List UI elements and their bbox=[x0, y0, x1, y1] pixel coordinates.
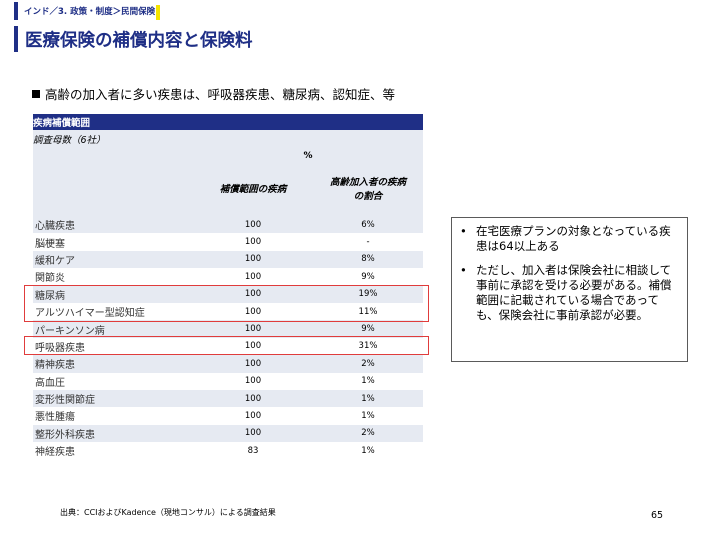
coverage-table: 疾病補償範囲 調査母数（6社） % 補償範囲の疾病 高齢加入者の疾病 の割合 心… bbox=[33, 114, 424, 460]
highlight-box-respiratory bbox=[24, 336, 429, 355]
table-row: 神経疾患 83 1% bbox=[33, 442, 424, 460]
coverage-value: 100 bbox=[193, 250, 313, 269]
highlight-box-diabetes-alzheimers bbox=[24, 285, 429, 322]
table-unit-row: % bbox=[33, 148, 424, 164]
table-row: 緩和ケア 100 8% bbox=[33, 250, 424, 269]
coverage-value: 100 bbox=[193, 285, 313, 303]
table-row: 呼吸器疾患 100 31% bbox=[33, 337, 424, 356]
breadcrumb-highlight-marker bbox=[156, 5, 161, 20]
elderly-share-value: 1% bbox=[313, 407, 424, 425]
elderly-share-value: 8% bbox=[313, 250, 424, 269]
elderly-share-value: 6% bbox=[313, 216, 424, 234]
elderly-share-value: 2% bbox=[313, 424, 424, 443]
disease-name: 高血圧 bbox=[33, 372, 193, 390]
elderly-share-value: 11% bbox=[313, 302, 424, 321]
table-row: 糖尿病 100 19% bbox=[33, 285, 424, 303]
notes-box: • 在宅医療プランの対象となっている疾患は64以上ある • ただし、加入者は保険… bbox=[451, 217, 688, 362]
table-row: アルツハイマー型認知症 100 11% bbox=[33, 302, 424, 321]
disease-name: 神経疾患 bbox=[33, 442, 193, 460]
breadcrumb-accent-bar bbox=[14, 2, 18, 20]
table-row: 精神疾患 100 2% bbox=[33, 355, 424, 373]
column-header-elderly-share: 高齢加入者の疾病 の割合 bbox=[313, 164, 424, 216]
note-bullet: • bbox=[460, 224, 467, 238]
page-title: 医療保険の補償内容と保険料 bbox=[25, 30, 253, 51]
disease-name: 緩和ケア bbox=[33, 250, 193, 269]
elderly-share-value: - bbox=[313, 233, 424, 251]
note-item: • ただし、加入者は保険会社に相談して事前に承認を受ける必要がある。補償範囲に記… bbox=[460, 263, 677, 323]
table-sample-label: 調査母数（6社） bbox=[33, 130, 424, 148]
table-title: 疾病補償範囲 bbox=[33, 114, 424, 130]
source-citation: 出典：CCIおよびKadence（現地コンサル）による調査結果 bbox=[60, 508, 276, 517]
disease-name: 呼吸器疾患 bbox=[33, 337, 193, 356]
column-header-coverage: 補償範囲の疾病 bbox=[193, 164, 313, 216]
breadcrumb: インド／3. 政策・制度＞民間保険 bbox=[24, 5, 161, 20]
table-row: 関節炎 100 9% bbox=[33, 268, 424, 286]
coverage-value: 100 bbox=[193, 233, 313, 251]
table-unit-label: % bbox=[193, 148, 424, 164]
elderly-share-value: 1% bbox=[313, 372, 424, 390]
breadcrumb-bar: インド／3. 政策・制度＞民間保険 bbox=[14, 2, 161, 20]
coverage-value: 100 bbox=[193, 372, 313, 390]
note-text: ただし、加入者は保険会社に相談して事前に承認を受ける必要がある。補償範囲に記載さ… bbox=[476, 263, 672, 322]
disease-name: アルツハイマー型認知症 bbox=[33, 302, 193, 321]
table-column-header-row: 補償範囲の疾病 高齢加入者の疾病 の割合 bbox=[33, 164, 424, 216]
title-accent-bar bbox=[14, 26, 18, 52]
disease-name: 精神疾患 bbox=[33, 355, 193, 373]
disease-name: 糖尿病 bbox=[33, 285, 193, 303]
coverage-value: 100 bbox=[193, 302, 313, 321]
coverage-value: 100 bbox=[193, 320, 313, 338]
table-sample-row: 調査母数（6社） bbox=[33, 130, 424, 148]
disease-name: 悪性腫瘍 bbox=[33, 407, 193, 425]
note-bullet: • bbox=[460, 263, 467, 277]
table-row: 脳梗塞 100- bbox=[33, 233, 424, 251]
elderly-share-value: 1% bbox=[313, 389, 424, 408]
disease-name: 関節炎 bbox=[33, 268, 193, 286]
elderly-share-value: 31% bbox=[313, 337, 424, 356]
page-number: 65 bbox=[651, 510, 664, 521]
table-body: 心臓疾患 100 6% 脳梗塞 100- 緩和ケア 100 8% 関節炎 100 9% 糖尿病 100 1… bbox=[33, 216, 424, 460]
elderly-share-value: 2% bbox=[313, 355, 424, 373]
breadcrumb-text: インド／3. 政策・制度＞民間保険 bbox=[24, 7, 156, 17]
column-header-elderly-share-line2: の割合 bbox=[353, 191, 383, 202]
subheading: 高齢の加入者に多い疾患は、呼吸器疾患、糖尿病、認知症、等 bbox=[32, 84, 395, 103]
coverage-value: 83 bbox=[193, 442, 313, 460]
column-header-elderly-share-line1: 高齢加入者の疾病 bbox=[330, 177, 407, 188]
coverage-value: 100 bbox=[193, 424, 313, 443]
disease-name: 変形性関節症 bbox=[33, 389, 193, 408]
coverage-value: 100 bbox=[193, 216, 313, 234]
title-bar: 医療保険の補償内容と保険料 bbox=[14, 26, 253, 52]
disease-name: 心臓疾患 bbox=[33, 216, 193, 234]
elderly-share-value: 1% bbox=[313, 442, 424, 460]
table-row: 高血圧 100 1% bbox=[33, 372, 424, 390]
square-bullet-icon bbox=[32, 89, 40, 98]
table-row: 整形外科疾患 100 2% bbox=[33, 424, 424, 443]
note-item: • 在宅医療プランの対象となっている疾患は64以上ある bbox=[460, 224, 677, 254]
coverage-value: 100 bbox=[193, 355, 313, 373]
coverage-value: 100 bbox=[193, 337, 313, 356]
elderly-share-value: 9% bbox=[313, 268, 424, 286]
disease-name: パーキンソン病 bbox=[33, 320, 193, 338]
table-header-row: 疾病補償範囲 bbox=[33, 114, 424, 130]
coverage-value: 100 bbox=[193, 407, 313, 425]
note-text: 在宅医療プランの対象となっている疾患は64以上ある bbox=[476, 224, 671, 253]
coverage-value: 100 bbox=[193, 389, 313, 408]
table-row: パーキンソン病 100 9% bbox=[33, 320, 424, 338]
coverage-value: 100 bbox=[193, 268, 313, 286]
table-row: 心臓疾患 100 6% bbox=[33, 216, 424, 234]
subheading-text: 高齢の加入者に多い疾患は、呼吸器疾患、糖尿病、認知症、等 bbox=[45, 87, 396, 102]
elderly-share-value: 19% bbox=[313, 285, 424, 303]
table-row: 悪性腫瘍 100 1% bbox=[33, 407, 424, 425]
disease-name: 脳梗塞 bbox=[33, 233, 193, 251]
disease-name: 整形外科疾患 bbox=[33, 424, 193, 443]
table-row: 変形性関節症 100 1% bbox=[33, 389, 424, 408]
elderly-share-value: 9% bbox=[313, 320, 424, 338]
